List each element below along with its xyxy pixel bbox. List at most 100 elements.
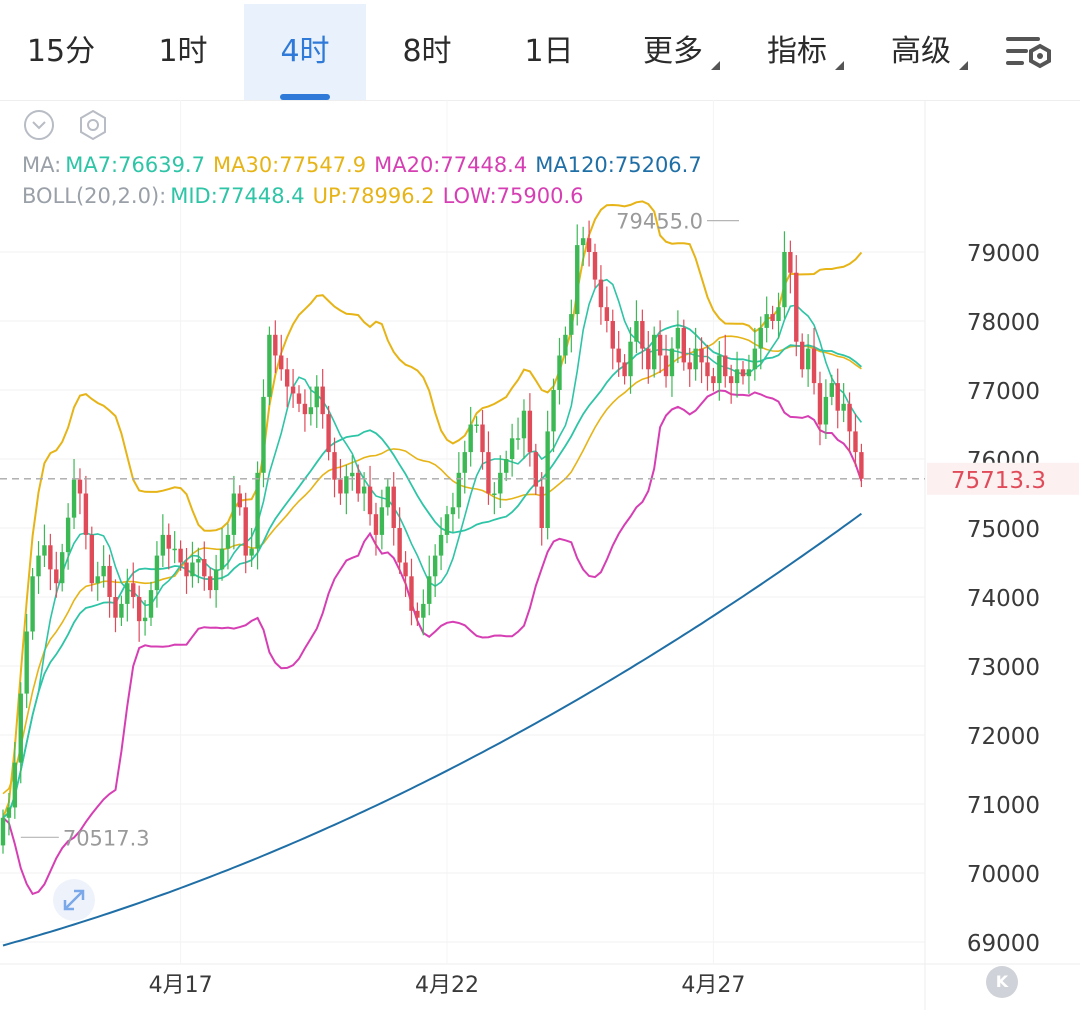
candle-body <box>231 493 237 535</box>
candle-body <box>273 334 278 356</box>
y-tick-label: 79000 <box>967 241 1040 267</box>
tab-1d[interactable]: 1日 <box>524 34 574 69</box>
candle-body <box>817 383 823 425</box>
candle-body <box>379 507 385 535</box>
candle-body <box>800 341 805 370</box>
y-tick-label: 69000 <box>967 931 1040 957</box>
candle-body <box>758 327 763 349</box>
candle-body <box>125 583 130 604</box>
last-price-tag <box>927 462 1079 495</box>
candle-body <box>302 403 308 415</box>
candle-body <box>107 565 112 597</box>
y-tick-label: 71000 <box>967 793 1040 819</box>
candle-body <box>823 396 829 425</box>
ma120-line <box>2 512 862 947</box>
candle-body <box>616 348 621 363</box>
candle-body <box>119 603 124 618</box>
candle-body <box>628 341 633 377</box>
boll-mid-value: MID:77448.4 <box>170 184 305 208</box>
candle-body <box>563 334 568 356</box>
scroll-to-latest-button[interactable]: K <box>986 966 1018 998</box>
candle-body <box>332 452 337 480</box>
candle-body <box>219 548 225 570</box>
candle-body <box>154 555 160 591</box>
candle-body <box>450 507 456 515</box>
candle-body <box>598 279 604 308</box>
sliders-gear-icon[interactable] <box>1004 34 1054 72</box>
y-tick-label: 70000 <box>967 862 1040 888</box>
candle-body <box>77 479 83 494</box>
candle-body <box>308 407 314 415</box>
candle-body <box>12 762 18 808</box>
candle-body <box>575 245 580 315</box>
hexagon-settings-icon[interactable] <box>76 108 110 142</box>
more-dropdown-icon <box>711 61 720 70</box>
tab-advanced[interactable]: 高级 <box>891 34 951 69</box>
candle-body <box>652 334 657 370</box>
candle-body <box>202 559 207 577</box>
boll-low-value: LOW:75900.6 <box>442 184 584 208</box>
candle-body <box>675 327 681 349</box>
candle-body <box>0 817 6 846</box>
chevron-down-circle-icon[interactable] <box>22 108 56 142</box>
candle-body <box>847 403 852 432</box>
y-tick-label: 74000 <box>967 586 1040 612</box>
boll-up-value: UP:78996.2 <box>312 184 435 208</box>
candle-body <box>770 314 775 321</box>
candle-body <box>504 459 509 473</box>
boll-mid-line <box>2 324 862 819</box>
candle-body <box>142 617 148 622</box>
candle-body <box>829 383 834 397</box>
candle-body <box>539 486 544 528</box>
candle-body <box>284 369 290 387</box>
candle-body <box>225 534 231 549</box>
candle-body <box>687 362 692 370</box>
candle-body <box>172 548 177 551</box>
candle-body <box>657 334 663 356</box>
candle-body <box>267 334 272 397</box>
candle-body <box>622 362 627 377</box>
candle-body <box>669 348 675 377</box>
candle-body <box>391 486 396 528</box>
ma20-value: MA20:77448.4 <box>374 153 528 177</box>
candle-body <box>356 472 361 494</box>
candle-body <box>681 327 686 363</box>
tab-1h[interactable]: 1时 <box>158 34 208 69</box>
candle-body <box>557 355 562 390</box>
candle-body <box>160 534 166 556</box>
candle-body <box>521 410 527 439</box>
candle-body <box>604 307 610 321</box>
candle-body <box>415 610 420 618</box>
candle-body <box>243 507 248 556</box>
candle-body <box>723 355 728 377</box>
candle-body <box>190 562 195 577</box>
candle-body <box>586 238 592 252</box>
tab-4h[interactable]: 4时 <box>244 4 366 100</box>
candle-body <box>136 597 142 622</box>
tab-8h[interactable]: 8时 <box>402 34 452 69</box>
candle-body <box>361 486 367 494</box>
y-tick-label: 78000 <box>967 310 1040 336</box>
candle-body <box>805 348 811 370</box>
candle-body <box>237 493 242 508</box>
expand-arrows-icon[interactable] <box>52 878 96 922</box>
candle-body <box>326 414 331 453</box>
tab-15m[interactable]: 15分 <box>26 34 96 69</box>
candle-body <box>545 431 550 528</box>
candle-body <box>42 545 47 556</box>
candle-body <box>438 534 444 556</box>
candle-body <box>30 576 35 632</box>
candle-body <box>279 355 284 370</box>
candle-body <box>255 472 260 549</box>
candlestick-chart[interactable]: 7900078000770007600075000740007300072000… <box>0 100 1080 1010</box>
candle-body <box>699 348 704 363</box>
y-tick-label: 72000 <box>967 724 1040 750</box>
candle-body <box>432 555 438 577</box>
tab-indicators[interactable]: 指标 <box>767 34 827 69</box>
candle-body <box>734 369 740 384</box>
candle-body <box>788 252 793 273</box>
candle-body <box>403 562 408 577</box>
tab-more[interactable]: 更多 <box>643 34 703 69</box>
candle-body <box>427 576 432 604</box>
candle-body <box>474 424 479 426</box>
